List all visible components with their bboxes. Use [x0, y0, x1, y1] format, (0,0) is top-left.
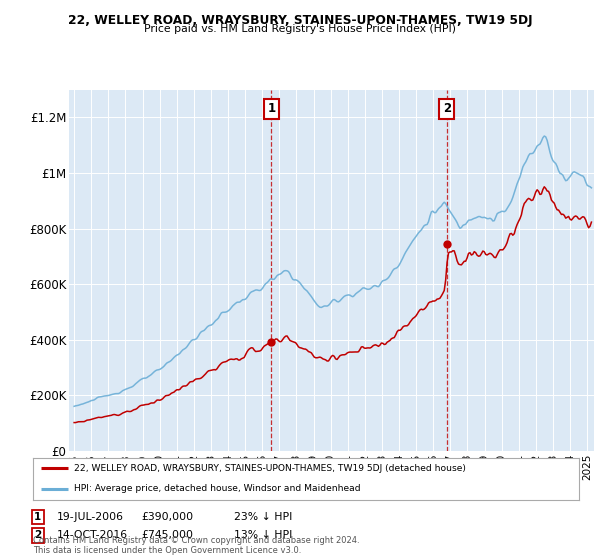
- Text: HPI: Average price, detached house, Windsor and Maidenhead: HPI: Average price, detached house, Wind…: [74, 484, 361, 493]
- Text: 2: 2: [443, 102, 451, 115]
- Text: Contains HM Land Registry data © Crown copyright and database right 2024.
This d: Contains HM Land Registry data © Crown c…: [33, 535, 359, 555]
- Text: 14-OCT-2016: 14-OCT-2016: [57, 530, 128, 540]
- Text: Price paid vs. HM Land Registry's House Price Index (HPI): Price paid vs. HM Land Registry's House …: [144, 24, 456, 34]
- Text: 22, WELLEY ROAD, WRAYSBURY, STAINES-UPON-THAMES, TW19 5DJ: 22, WELLEY ROAD, WRAYSBURY, STAINES-UPON…: [68, 14, 532, 27]
- Text: 22, WELLEY ROAD, WRAYSBURY, STAINES-UPON-THAMES, TW19 5DJ (detached house): 22, WELLEY ROAD, WRAYSBURY, STAINES-UPON…: [74, 464, 466, 473]
- Text: 1: 1: [34, 512, 41, 522]
- Text: £390,000: £390,000: [141, 512, 193, 522]
- Text: 2: 2: [34, 530, 41, 540]
- Text: £745,000: £745,000: [141, 530, 193, 540]
- Text: 19-JUL-2006: 19-JUL-2006: [57, 512, 124, 522]
- Text: 23% ↓ HPI: 23% ↓ HPI: [234, 512, 292, 522]
- Text: 13% ↓ HPI: 13% ↓ HPI: [234, 530, 292, 540]
- Text: 1: 1: [268, 102, 275, 115]
